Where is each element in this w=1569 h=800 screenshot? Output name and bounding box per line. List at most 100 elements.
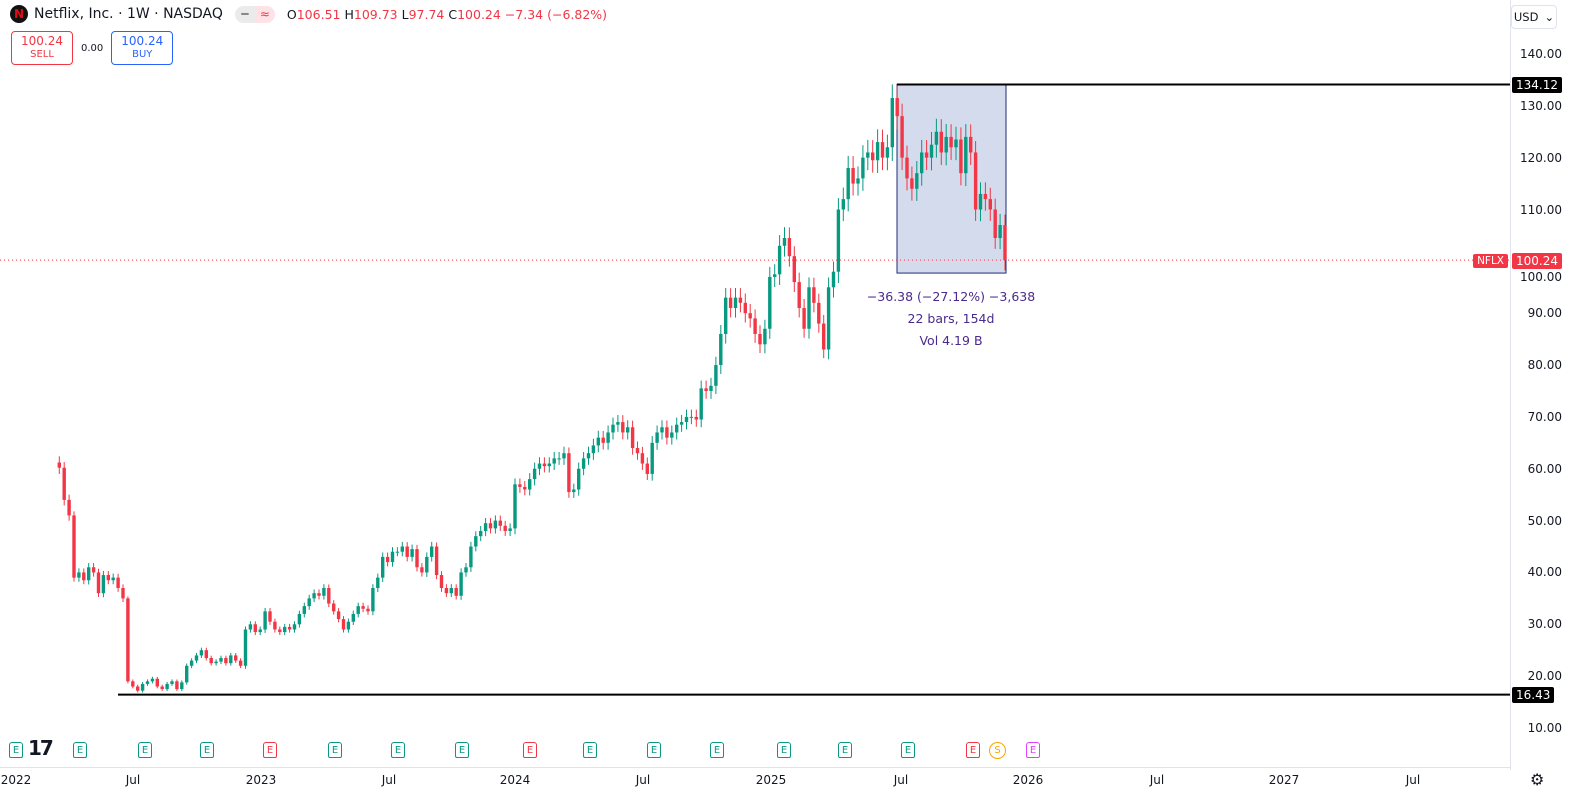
candle-body bbox=[822, 323, 826, 350]
earnings-event-icon[interactable]: E bbox=[523, 742, 537, 758]
price-axis[interactable]: 140.00 130.00 120.00 110.00 100.00 90.00 80.00… bbox=[1510, 0, 1569, 770]
time-tick-label: 2026 bbox=[1012, 773, 1044, 787]
candle-body bbox=[106, 575, 110, 581]
candle-body bbox=[72, 515, 76, 578]
gear-icon[interactable]: ⚙ bbox=[1530, 770, 1545, 789]
candle-body bbox=[518, 484, 522, 487]
earnings-event-icon[interactable]: E bbox=[138, 742, 152, 758]
time-tick-label: Jul bbox=[635, 773, 651, 787]
candle-body bbox=[768, 276, 772, 329]
candle-body bbox=[111, 577, 115, 581]
time-tick-label: 2024 bbox=[499, 773, 531, 787]
minus-icon[interactable]: ━ bbox=[234, 5, 255, 23]
price-chart[interactable] bbox=[0, 0, 1510, 767]
candle-body bbox=[670, 432, 674, 438]
candle-body bbox=[591, 445, 596, 454]
candle-body bbox=[273, 621, 277, 630]
earnings-event-icon[interactable]: E bbox=[966, 742, 980, 758]
candle-body bbox=[322, 588, 326, 596]
price-tick-label: 40.00 bbox=[1527, 565, 1562, 580]
tradingview-logo[interactable]: 17 bbox=[28, 736, 54, 760]
candle-body bbox=[444, 588, 449, 594]
earnings-event-icon[interactable]: E bbox=[200, 742, 214, 758]
candle-body bbox=[87, 567, 91, 581]
candle-body bbox=[454, 588, 458, 596]
earnings-event-icon[interactable]: E bbox=[838, 742, 852, 758]
candle-body bbox=[596, 437, 600, 446]
candle-body bbox=[581, 458, 586, 469]
candle-body bbox=[57, 462, 61, 468]
earnings-event-icon[interactable]: E bbox=[328, 742, 342, 758]
candle-body bbox=[777, 245, 782, 275]
split-event-icon[interactable]: S bbox=[989, 742, 1006, 759]
candle-body bbox=[586, 453, 591, 459]
candle-body bbox=[351, 613, 355, 622]
candle-body bbox=[802, 308, 806, 329]
earnings-event-icon[interactable]: E bbox=[455, 742, 469, 758]
price-tick-label: 30.00 bbox=[1527, 617, 1562, 632]
candle-body bbox=[841, 199, 845, 210]
candle-body bbox=[797, 282, 801, 309]
candle-body bbox=[483, 523, 488, 531]
price-tick-label: 60.00 bbox=[1527, 461, 1562, 476]
earnings-event-icon[interactable]: E bbox=[901, 742, 915, 758]
candle-body bbox=[650, 442, 654, 474]
measure-label: −36.38 (−27.12%) −3,638 22 bars, 154d Vol … bbox=[866, 289, 1036, 348]
candle-body bbox=[547, 463, 551, 467]
candle-body bbox=[528, 479, 532, 490]
candle-body bbox=[155, 678, 159, 687]
candle-body bbox=[915, 173, 919, 189]
candle-body bbox=[243, 629, 248, 666]
time-tick-label: 2027 bbox=[1268, 773, 1300, 787]
buy-button[interactable]: 100.24 BUY bbox=[111, 31, 174, 65]
candle-body bbox=[787, 238, 792, 257]
currency-select[interactable]: USD ⌄ bbox=[1511, 5, 1557, 29]
candle-body bbox=[390, 551, 395, 563]
time-axis[interactable]: 2022 Jul 2023 Jul 2024 Jul 2025 Jul 2026 Jul 2027 J… bbox=[0, 767, 1510, 800]
time-tick-label: Jul bbox=[381, 773, 397, 787]
price-tick-label: 20.00 bbox=[1527, 669, 1562, 684]
candle-body bbox=[969, 136, 973, 153]
symbol-title[interactable]: Netflix, Inc. · 1W · NASDAQ bbox=[34, 6, 223, 22]
candle-body bbox=[503, 525, 507, 531]
candle-body bbox=[846, 168, 850, 200]
candle-body bbox=[199, 650, 204, 656]
time-tick-label: Jul bbox=[1149, 773, 1165, 787]
candle-body bbox=[253, 624, 257, 633]
candle-body bbox=[346, 621, 351, 630]
candle-body bbox=[910, 178, 914, 189]
candle-body bbox=[523, 486, 527, 490]
candle-body bbox=[552, 458, 556, 464]
candle-body bbox=[626, 427, 630, 433]
earnings-event-icon[interactable]: E bbox=[73, 742, 87, 758]
earnings-event-icon[interactable]: E bbox=[9, 742, 23, 758]
candle-body bbox=[317, 593, 321, 596]
approx-icon[interactable]: ≈ bbox=[254, 5, 275, 23]
earnings-event-icon[interactable]: E bbox=[710, 742, 724, 758]
candle-body bbox=[165, 683, 169, 690]
candle-body bbox=[699, 388, 703, 420]
candle-body bbox=[449, 588, 453, 594]
candle-body bbox=[562, 453, 566, 459]
candle-body bbox=[415, 549, 419, 568]
earnings-event-icon[interactable]: E bbox=[583, 742, 597, 758]
trade-panel: 100.24 SELL 0.00 100.24 BUY bbox=[11, 31, 174, 65]
price-tick-label: 140.00 bbox=[1520, 46, 1562, 61]
sell-button[interactable]: 100.24 SELL bbox=[11, 31, 73, 65]
candle-body bbox=[498, 520, 502, 526]
candle-body bbox=[395, 551, 400, 553]
candle-body bbox=[954, 139, 958, 148]
earnings-event-icon[interactable]: E bbox=[263, 742, 277, 758]
earnings-event-icon[interactable]: E bbox=[777, 742, 791, 758]
candle-body bbox=[170, 681, 174, 684]
earnings-event-icon[interactable]: E bbox=[647, 742, 661, 758]
candle-body bbox=[376, 577, 380, 589]
candle-body bbox=[160, 686, 164, 690]
earnings-event-icon[interactable]: E bbox=[1026, 742, 1040, 758]
ohlc-values: O106.51 H109.73 L97.74 C100.24 −7.34 (−6… bbox=[286, 6, 608, 22]
earnings-event-icon[interactable]: E bbox=[391, 742, 405, 758]
candle-body bbox=[900, 116, 904, 158]
candle-body bbox=[292, 624, 297, 630]
candle-body bbox=[229, 655, 233, 664]
candle-body bbox=[675, 424, 679, 433]
